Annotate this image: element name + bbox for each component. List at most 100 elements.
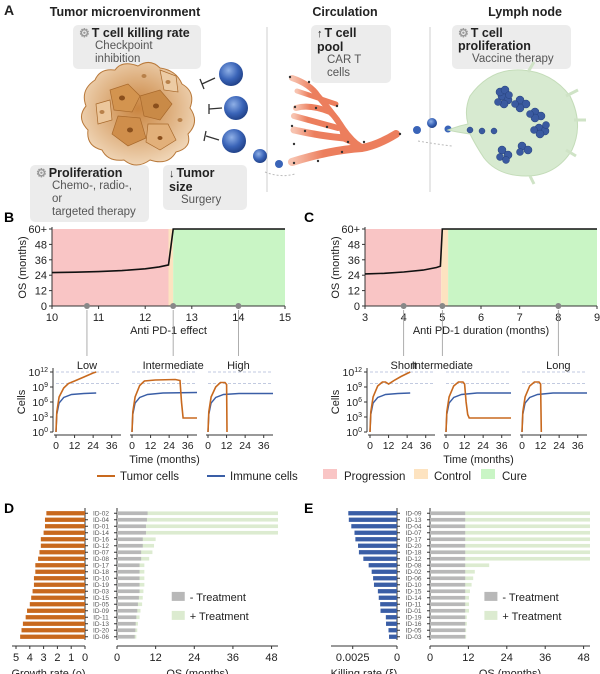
- patient-id-label: ID-09: [93, 608, 109, 615]
- os-bar-no-treatment: [117, 524, 146, 529]
- patient-id-label: ID-05: [406, 628, 422, 635]
- patient-id-label: ID-04: [406, 524, 422, 531]
- left-bar: [46, 511, 85, 516]
- os-bar-no-treatment: [117, 556, 142, 561]
- right-x-axis-label: OS (months): [479, 668, 541, 674]
- chart-killing-rate-os: ID-09ID-13ID-04ID-07ID-17ID-20ID-18ID-12…: [331, 508, 590, 674]
- patient-id-label: ID-06: [406, 576, 422, 583]
- os-bar-treatment: [430, 517, 590, 522]
- left-bar: [21, 628, 85, 633]
- left-bar: [27, 608, 85, 613]
- lymph-node-illustration: [446, 61, 586, 185]
- callout-sub: Checkpoint inhibition: [95, 40, 153, 65]
- tumor-cells-line: [369, 371, 411, 433]
- x-axis-label: Time (months): [443, 454, 514, 466]
- left-bar: [380, 602, 397, 607]
- x-tick-label: 7: [517, 312, 523, 324]
- left-bar: [43, 530, 85, 535]
- x-tick-label: 12: [145, 440, 157, 452]
- x-tick-label: 12: [459, 440, 471, 452]
- os-bar-no-treatment: [117, 537, 143, 542]
- os-bar-no-treatment: [430, 537, 466, 542]
- patient-id-label: ID-03: [406, 634, 422, 641]
- legend-label-control: Control: [434, 471, 471, 483]
- os-bar-no-treatment: [430, 569, 466, 574]
- x-tick-label: 24: [401, 440, 413, 452]
- up-arrow-icon: ↑: [317, 28, 323, 40]
- patient-id-label: ID-19: [93, 582, 109, 589]
- marker-dot: [235, 303, 242, 309]
- region-cure: [448, 229, 597, 306]
- left-bar: [33, 576, 85, 581]
- patient-id-label: ID-19: [406, 615, 422, 622]
- x-tick-label: 36: [182, 440, 194, 452]
- x-tick-label: 9: [594, 312, 600, 324]
- os-bar-no-treatment: [117, 511, 148, 516]
- x-tick-label: 24: [87, 440, 99, 452]
- left-bar: [386, 621, 397, 626]
- os-bar-no-treatment: [430, 582, 466, 587]
- y-tick-label: 48: [35, 239, 47, 251]
- os-bar-no-treatment: [430, 634, 466, 639]
- left-x-axis-label: Growth rate (ρ): [11, 668, 85, 674]
- x-tick-label: 12: [383, 440, 395, 452]
- left-bar: [39, 550, 85, 555]
- callout-heading: Tumor size: [169, 166, 215, 194]
- left-bar: [388, 628, 397, 633]
- x-tick-label: 0: [519, 440, 525, 452]
- immune-cells-line: [131, 391, 198, 433]
- os-bar-treatment: [430, 537, 590, 542]
- panel-letter-c: C: [304, 209, 314, 225]
- y-tick-label: 12: [35, 286, 47, 298]
- left-bar: [22, 621, 85, 626]
- x-tick-label: 4: [27, 652, 33, 664]
- os-bar-no-treatment: [430, 615, 466, 620]
- patient-id-label: ID-17: [406, 537, 422, 544]
- callout-t-cell-killing-rate: ⚙ T cell killing rate Checkpoint inhibiti…: [73, 25, 201, 69]
- patient-id-label: ID-13: [406, 517, 422, 524]
- left-bar: [29, 602, 85, 607]
- patient-id-label: ID-08: [406, 563, 422, 570]
- region-progression: [365, 229, 442, 306]
- y-tick-label: 100: [346, 427, 362, 439]
- os-bar-no-treatment: [430, 608, 466, 613]
- x-tick-label: 3: [362, 312, 368, 324]
- tumor-cells-line: [131, 378, 197, 433]
- patient-id-label: ID-18: [406, 550, 422, 557]
- left-bar: [32, 589, 85, 594]
- x-axis-label: Anti PD-1 effect: [130, 325, 207, 337]
- y-tick-label: 24: [348, 270, 360, 282]
- patient-id-label: ID-13: [93, 621, 109, 628]
- t-cell-icon: [219, 62, 243, 86]
- os-bar-no-treatment: [430, 621, 466, 626]
- left-bar: [31, 595, 85, 600]
- y-tick-label: 48: [348, 239, 360, 251]
- os-bar-no-treatment: [117, 543, 143, 548]
- x-tick-label: 24: [188, 652, 200, 664]
- y-axis-label: OS (months): [17, 236, 29, 298]
- os-bar-no-treatment: [117, 517, 147, 522]
- y-tick-label: 36: [35, 255, 47, 267]
- patient-id-label: ID-12: [93, 543, 109, 550]
- x-tick-label: 3: [41, 652, 47, 664]
- tumor-cells-line: [445, 381, 511, 433]
- right-x-axis-label: OS (months): [166, 668, 228, 674]
- marker-dot: [439, 303, 446, 309]
- legend-swatch-no-treatment: [484, 591, 498, 601]
- os-bar-no-treatment: [117, 615, 137, 620]
- patient-id-label: ID-04: [93, 517, 109, 524]
- patient-id-label: ID-11: [93, 615, 109, 622]
- patient-id-label: ID-07: [406, 530, 422, 537]
- x-tick-label: 0: [427, 652, 433, 664]
- left-bar: [373, 576, 397, 581]
- marker-label: Intermediate: [143, 360, 204, 372]
- left-bar: [348, 517, 397, 522]
- patient-id-label: ID-14: [93, 530, 109, 537]
- x-tick-label: 0: [443, 440, 449, 452]
- left-bar: [378, 595, 397, 600]
- os-bar-no-treatment: [430, 550, 466, 555]
- os-line: [51, 228, 285, 274]
- os-bar-no-treatment: [117, 634, 135, 639]
- x-tick-label: 12: [150, 652, 162, 664]
- x-tick-label: 0: [53, 440, 59, 452]
